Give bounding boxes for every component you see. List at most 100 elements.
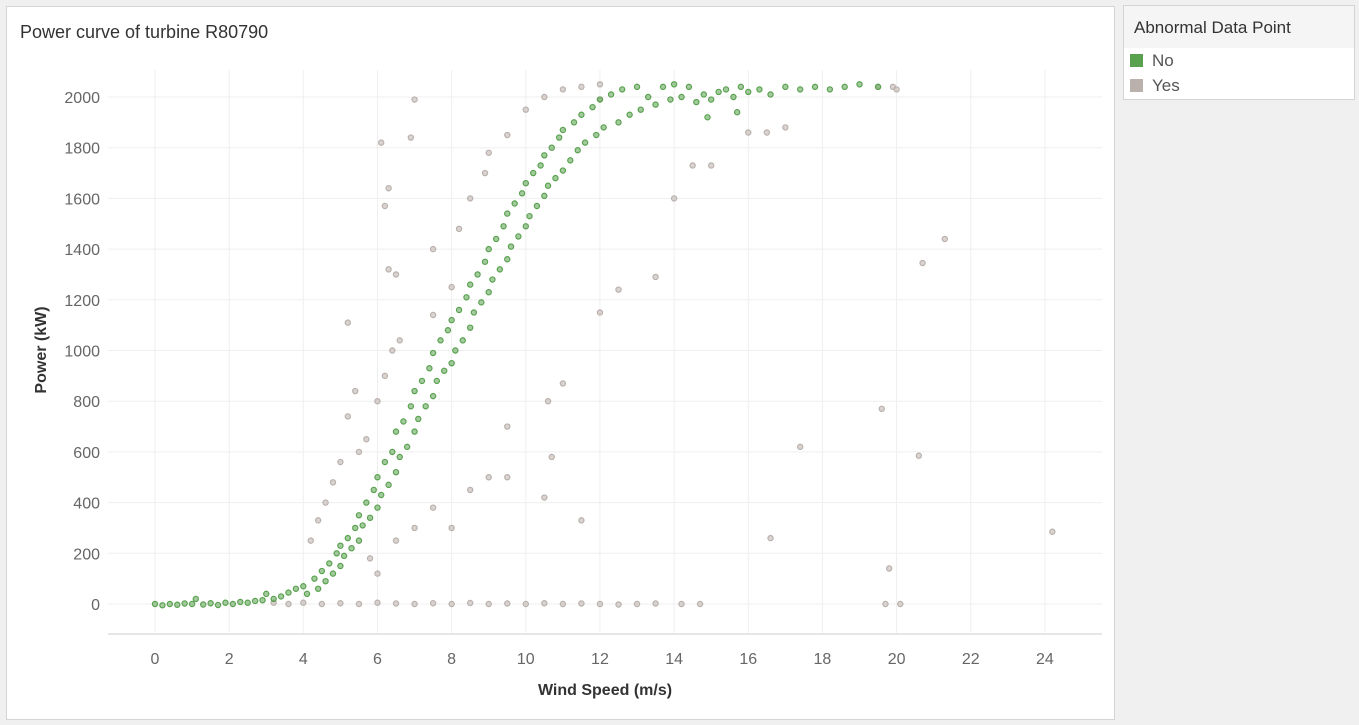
data-point-yes: [448, 283, 455, 291]
legend-item-yes[interactable]: Yes: [1124, 73, 1354, 98]
data-point-yes: [344, 413, 352, 420]
x-tick-label: 4: [299, 651, 308, 668]
data-point-yes: [392, 537, 400, 544]
data-point-no: [715, 88, 722, 96]
data-point-yes: [541, 600, 548, 607]
data-point-yes: [344, 319, 352, 326]
data-point-yes: [578, 600, 585, 607]
data-point-yes: [596, 600, 604, 608]
data-point-yes: [389, 347, 396, 354]
data-point-no: [559, 167, 567, 174]
data-point-no: [826, 86, 834, 93]
data-point-no: [396, 453, 403, 461]
legend-item-no[interactable]: No: [1124, 48, 1354, 73]
data-point-no: [385, 481, 392, 489]
data-point-yes: [363, 436, 370, 443]
data-point-yes: [337, 458, 344, 466]
y-axis-title: Power (kW): [33, 306, 50, 393]
data-point-no: [474, 271, 481, 278]
data-point-yes: [878, 405, 885, 413]
data-point-yes: [466, 599, 474, 607]
y-tick-label: 400: [73, 496, 100, 513]
data-point-no: [470, 309, 478, 316]
data-point-yes: [455, 225, 463, 233]
data-point-no: [492, 235, 500, 243]
data-point-yes: [429, 600, 437, 607]
data-point-no: [374, 504, 381, 511]
y-tick-label: 1400: [64, 242, 100, 259]
x-axis-title: Wind Speed (m/s): [538, 682, 672, 699]
data-point-yes: [381, 372, 389, 380]
x-tick-label: 6: [373, 651, 382, 668]
data-point-no: [174, 601, 181, 608]
data-point-no: [303, 590, 311, 598]
data-point-no: [507, 243, 515, 250]
data-point-no: [333, 550, 340, 557]
data-point-yes: [782, 124, 789, 131]
data-point-no: [841, 83, 848, 91]
legend-swatch-yes: [1130, 79, 1143, 92]
data-point-no: [229, 600, 237, 608]
y-tick-label: 1800: [64, 141, 100, 158]
legend-swatch-no: [1130, 54, 1143, 67]
data-point-no: [207, 600, 214, 607]
data-point-yes: [559, 380, 567, 387]
data-point-no: [745, 88, 752, 96]
data-point-no: [326, 560, 333, 567]
data-point-no: [433, 377, 441, 385]
data-point-no: [637, 106, 644, 113]
legend-label-no: No: [1152, 50, 1174, 70]
data-point-no: [500, 223, 507, 230]
data-point-yes: [407, 134, 415, 141]
data-point-yes: [322, 499, 329, 506]
data-point-no: [448, 316, 455, 324]
data-point-yes: [504, 131, 511, 139]
data-point-yes: [448, 600, 455, 608]
data-point-no: [489, 276, 496, 283]
data-point-no: [329, 570, 337, 577]
y-tick-label: 1600: [64, 191, 100, 208]
data-point-yes: [541, 93, 548, 101]
x-tick-label: 24: [1036, 651, 1054, 668]
data-point-yes: [485, 474, 492, 481]
x-tick-label: 16: [739, 651, 757, 668]
data-point-no: [166, 600, 174, 608]
data-point-no: [722, 86, 730, 93]
data-point-yes: [915, 452, 923, 459]
legend-title: Abnormal Data Point: [1124, 6, 1354, 48]
series-no: [151, 81, 882, 609]
x-tick-label: 8: [447, 651, 456, 668]
data-point-no: [314, 585, 322, 592]
data-point-no: [670, 81, 678, 88]
data-point-no: [856, 81, 863, 88]
data-point-no: [511, 200, 518, 207]
data-point-no: [574, 147, 581, 154]
data-point-no: [363, 499, 370, 506]
data-point-no: [237, 598, 244, 606]
data-point-no: [337, 542, 344, 549]
x-tick-label: 2: [225, 651, 234, 668]
data-point-yes: [522, 600, 530, 608]
data-point-no: [181, 600, 188, 607]
data-point-no: [481, 258, 489, 265]
data-point-yes: [893, 86, 900, 93]
data-point-yes: [396, 337, 403, 344]
legend-label-yes: Yes: [1152, 75, 1180, 95]
data-point-no: [452, 347, 459, 354]
data-point-yes: [578, 517, 585, 524]
data-point-no: [407, 403, 415, 410]
data-point-yes: [429, 504, 437, 511]
data-point-yes: [559, 86, 567, 93]
data-point-no: [188, 600, 196, 608]
data-point-no: [463, 294, 470, 301]
data-point-no: [782, 83, 789, 91]
data-point-no: [559, 126, 567, 134]
data-point-no: [263, 590, 270, 598]
data-point-no: [578, 111, 585, 118]
data-point-yes: [796, 443, 804, 451]
data-point-no: [429, 349, 437, 357]
data-point-yes: [318, 600, 326, 608]
legend: Abnormal Data Point No Yes: [1123, 5, 1355, 100]
data-point-yes: [374, 398, 381, 405]
data-point-yes: [652, 600, 659, 607]
